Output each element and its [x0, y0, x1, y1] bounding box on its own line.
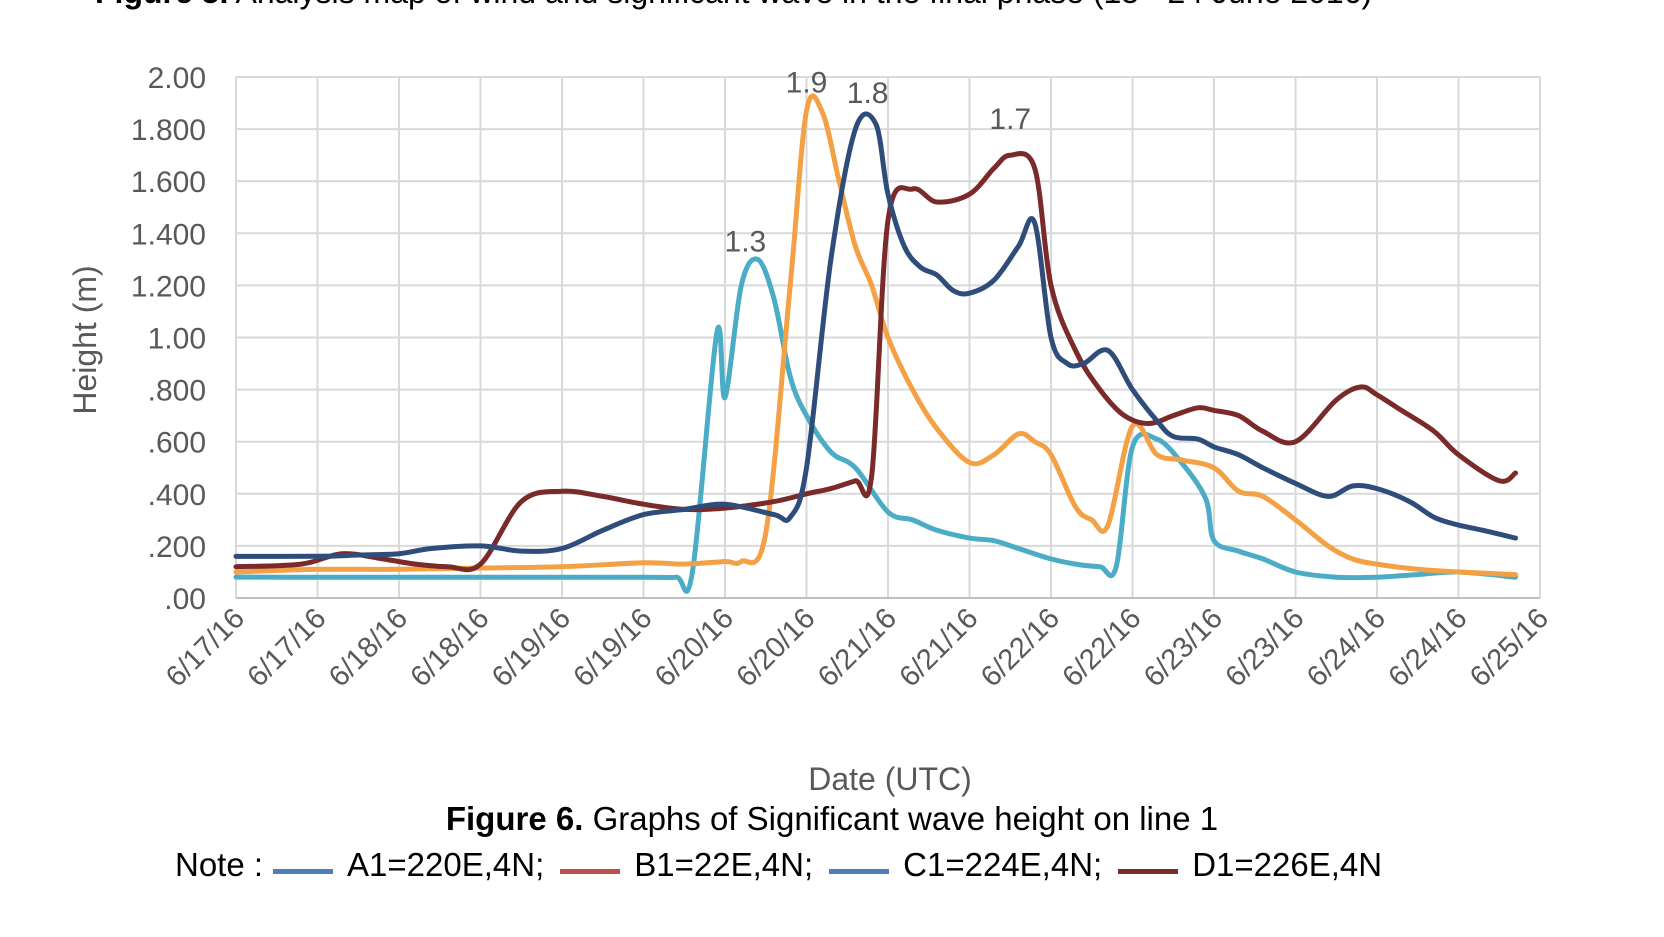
y-tick-label: .400	[148, 479, 206, 512]
y-tick-label: 1.200	[131, 270, 206, 303]
top-figure-label: Figure 5.	[95, 0, 228, 10]
y-tick-label: .800	[148, 375, 206, 408]
legend-note: Note : A1=220E,4N; B1=22E,4N; C1=224E,4N…	[175, 846, 1388, 884]
chart-annotations: 1.9 1.8 1.7 1.3	[725, 67, 1032, 259]
series-line-d1	[233, 151, 1518, 573]
y-tick-label: 2.00	[148, 62, 206, 95]
legend-text-a1: A1=220E,4N;	[347, 846, 545, 883]
x-tick-label: 6/22/16	[975, 602, 1066, 693]
x-tick-label: 6/18/16	[323, 602, 414, 693]
y-tick-label: 1.600	[131, 166, 206, 199]
x-tick-label: 6/25/16	[1464, 602, 1555, 693]
y-tick-label: .200	[148, 531, 206, 564]
note-prefix: Note :	[175, 846, 264, 883]
y-axis-ticks: .00 .200 .400 .600 .800 1.00 1.200 1.400 1.600 1.…	[131, 62, 206, 616]
series-line-b1	[233, 93, 1518, 578]
x-tick-label: 6/19/16	[486, 602, 577, 693]
data-label: 1.3	[725, 226, 767, 259]
x-axis-ticks: 6/17/166/17/166/18/166/18/166/19/166/19/…	[160, 602, 1555, 693]
x-tick-label: 6/23/16	[1138, 602, 1229, 693]
wave-height-chart: .00 .200 .400 .600 .800 1.00 1.200 1.400 1.600 1.…	[67, 62, 1555, 797]
legend-swatch-d1	[1118, 868, 1179, 874]
legend-text-b1: B1=22E,4N;	[634, 846, 814, 883]
legend-swatch-c1	[829, 868, 890, 874]
x-tick-label: 6/24/16	[1301, 602, 1392, 693]
x-tick-label: 6/18/16	[404, 602, 495, 693]
legend-entry-a1: A1=220E,4N;	[263, 846, 544, 884]
figure-caption-text: Graphs of Significant wave height on lin…	[592, 800, 1219, 837]
x-tick-label: 6/22/16	[1056, 602, 1147, 693]
figure-caption: Figure 6. Graphs of Significant wave hei…	[0, 800, 1664, 838]
figure-label: Figure 6.	[445, 800, 584, 837]
x-tick-label: 6/19/16	[567, 602, 658, 693]
legend-entry-c1: C1=224E,4N;	[819, 846, 1102, 884]
chart-grid	[235, 76, 1541, 599]
x-tick-label: 6/21/16	[812, 602, 903, 693]
x-tick-label: 6/23/16	[1219, 602, 1310, 693]
legend-swatch-b1	[560, 868, 621, 874]
legend-entry-b1: B1=22E,4N;	[550, 846, 813, 884]
y-tick-label: .600	[148, 427, 206, 460]
legend-text-d1: D1=226E,4N	[1192, 846, 1383, 883]
y-axis-label: Height (m)	[67, 265, 103, 414]
legend-entry-d1: D1=226E,4N	[1108, 846, 1382, 884]
legend-swatch-a1	[273, 868, 334, 874]
y-tick-label: 1.00	[148, 323, 206, 356]
top-figure-caption: Figure 5. Analysis map of wind and signi…	[95, 0, 1372, 11]
y-tick-label: .00	[164, 583, 206, 616]
series-line-c1	[233, 256, 1518, 594]
x-tick-label: 6/21/16	[893, 602, 984, 693]
data-label: 1.8	[847, 77, 889, 110]
x-tick-label: 6/17/16	[241, 602, 332, 693]
series-line-a1	[233, 111, 1518, 559]
data-label: 1.9	[786, 67, 828, 100]
x-tick-label: 6/20/16	[649, 602, 740, 693]
x-tick-label: 6/24/16	[1382, 602, 1473, 693]
y-tick-label: 1.800	[131, 114, 206, 147]
y-tick-label: 1.400	[131, 218, 206, 251]
top-figure-text: Analysis map of wind and significant wav…	[235, 0, 1372, 10]
data-label: 1.7	[989, 103, 1031, 136]
x-axis-label: Date (UTC)	[808, 761, 972, 797]
chart-series	[233, 93, 1518, 594]
x-tick-label: 6/20/16	[730, 602, 821, 693]
legend-text-c1: C1=224E,4N;	[903, 846, 1103, 883]
